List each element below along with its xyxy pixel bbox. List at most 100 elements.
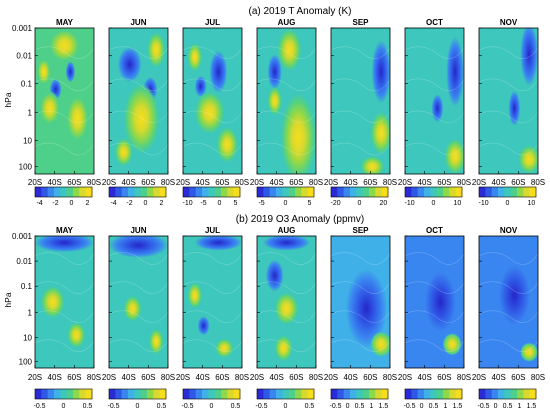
contour-line: [35, 110, 94, 124]
colorbar-swatch: [263, 187, 271, 197]
colorbar-swatch: [140, 389, 148, 399]
warm-anomaly-region: [370, 112, 390, 155]
x-tick-label: 40S: [344, 178, 358, 187]
contour-line: [35, 252, 94, 265]
x-tick-label: 20S: [398, 373, 412, 382]
x-tick-label: 80S: [161, 373, 175, 382]
colorbar-swatch: [35, 389, 42, 399]
colorbar-swatch: [362, 187, 370, 197]
colorbar-swatch: [510, 389, 518, 399]
contour-line: [257, 142, 316, 156]
y-tick-label: 0.1: [21, 282, 33, 291]
colorbar-swatch: [381, 389, 389, 399]
contour-line: [183, 281, 242, 294]
panel-jul: JUL 20S 40S 60S 80S -0.5 0 0.5: [176, 226, 249, 410]
colorbar-swatch: [41, 389, 49, 399]
colorbar-swatch: [183, 187, 190, 197]
warm-anomaly-region: [444, 138, 464, 174]
x-tick-label: 60S: [437, 373, 451, 382]
panel-frame: [478, 235, 539, 369]
colorbar-tick-label: 1.5: [453, 403, 463, 410]
contour-line: [183, 252, 242, 265]
contour-line: [405, 78, 464, 92]
colorbar-frame: [256, 186, 315, 198]
anomaly-field: [405, 28, 464, 174]
colorbar-tick-label: 10: [528, 200, 536, 207]
contour-line: [109, 78, 168, 92]
warm-anomaly-region: [114, 138, 133, 167]
y-tick-label: 0.01: [16, 257, 32, 266]
x-tick-label: 20S: [176, 178, 190, 187]
colorbar-swatch: [343, 389, 351, 399]
x-tick-label: 40S: [492, 178, 506, 187]
colorbar-swatch: [424, 389, 431, 399]
colorbar-swatch: [337, 389, 345, 399]
warm-anomaly-region: [147, 32, 166, 68]
colorbar-swatch: [208, 187, 216, 197]
anomaly-field: [183, 236, 242, 368]
colorbar-swatch: [350, 389, 357, 399]
colorbar-swatch: [288, 187, 296, 197]
anomaly-field: [257, 236, 316, 368]
x-tick-label: 20S: [28, 178, 42, 187]
x-tick-label: 40S: [418, 373, 432, 382]
x-tick-label: 40S: [196, 178, 210, 187]
colorbar-swatch: [202, 187, 209, 197]
x-tick-label: 60S: [141, 178, 155, 187]
warm-anomaly-region: [187, 282, 202, 309]
colorbar-swatch: [381, 187, 389, 197]
colorbar-tick-label: 1: [518, 403, 522, 410]
colorbar-swatch: [109, 187, 116, 197]
colorbar-swatch: [295, 389, 302, 399]
colorbar-swatch: [443, 389, 450, 399]
colorbar-tick-label: -0.5: [108, 403, 120, 410]
anomaly-field: [331, 28, 390, 174]
cold-anomaly-region: [109, 236, 168, 258]
month-label: AUG: [278, 18, 296, 27]
contour-line: [331, 339, 390, 353]
colorbar-swatch: [504, 389, 512, 399]
warm-anomaly-region: [215, 338, 234, 358]
cold-anomaly-region: [371, 40, 390, 104]
x-tick-label: 60S: [363, 373, 377, 382]
anomaly-field: [183, 28, 242, 174]
panel-aug: AUG 20S 40S 60S 80S -0.5 0 0.5: [250, 226, 323, 410]
colorbar-tick-label: 0: [358, 200, 362, 207]
colorbar-tick-label: 5: [307, 200, 311, 207]
y-tick-label: 1: [28, 309, 33, 318]
y-tick-label: 0.01: [16, 52, 32, 61]
colorbar-swatch: [356, 389, 364, 399]
contour-line: [405, 46, 464, 59]
x-tick-label: 80S: [235, 178, 249, 187]
contour-line: [257, 339, 316, 353]
colorbar-swatch: [449, 389, 457, 399]
colorbar-swatch: [276, 389, 283, 399]
colorbar-tick-label: -10: [182, 200, 192, 207]
x-tick-label: 60S: [141, 373, 155, 382]
colorbar-swatch: [343, 187, 351, 197]
colorbar-swatch: [128, 187, 135, 197]
warm-anomaly-region: [360, 156, 385, 174]
colorbar-swatch: [79, 187, 87, 197]
colorbar-swatch: [485, 187, 493, 197]
colorbar-swatch: [221, 187, 228, 197]
colorbar-swatch: [35, 187, 42, 197]
colorbar-tick-label: 0.5: [503, 403, 513, 410]
panel-frame: [182, 27, 243, 175]
colorbar-tick-label: 1.5: [379, 403, 389, 410]
y-tick-label: 0.001: [12, 24, 33, 33]
colorbar-swatch: [134, 389, 142, 399]
colorbar-swatch: [195, 389, 203, 399]
x-tick-label: 60S: [511, 178, 525, 187]
colorbar-tick-label: -5: [258, 200, 264, 207]
x-tick-label: 80S: [531, 178, 545, 187]
x-tick-label: 60S: [67, 373, 81, 382]
colorbar-swatch: [41, 187, 49, 197]
warm-anomaly-region: [267, 86, 282, 116]
anomaly-field: [331, 236, 390, 368]
colorbar-frame: [330, 186, 389, 198]
colorbar-frame: [182, 186, 241, 198]
x-tick-label: 20S: [398, 178, 412, 187]
colorbar-tick-label: -5: [200, 200, 206, 207]
